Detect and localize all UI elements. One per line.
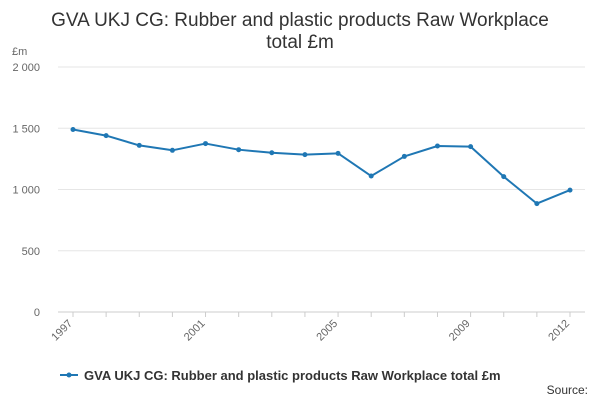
data-point[interactable] (269, 150, 275, 156)
series-group (70, 126, 573, 207)
legend-marker-swatch (66, 372, 72, 378)
y-tick-label: 1 500 (12, 123, 40, 135)
data-point[interactable] (401, 153, 407, 159)
chart-title-line-1: GVA UKJ CG: Rubber and plastic products … (51, 10, 549, 31)
x-tick-label: 2009 (447, 318, 473, 344)
y-tick-label: 1 000 (12, 185, 40, 197)
data-point[interactable] (136, 142, 142, 148)
y-axis-ticks: 0 500 1 000 1 500 2 000 (12, 62, 40, 319)
data-point[interactable] (335, 150, 341, 156)
x-tick-label: 2001 (182, 318, 208, 344)
x-tick-label: 1997 (49, 318, 75, 344)
data-point[interactable] (501, 174, 507, 180)
y-tick-label: 0 (34, 307, 40, 319)
data-point[interactable] (236, 147, 242, 153)
source-label: Source: (547, 383, 588, 397)
data-point[interactable] (368, 173, 374, 179)
legend-entry-label: GVA UKJ CG: Rubber and plastic products … (84, 368, 501, 383)
data-point[interactable] (567, 187, 573, 193)
chart-title-line-2: total £m (266, 32, 334, 53)
y-tick-label: 2 000 (12, 62, 40, 74)
data-point[interactable] (534, 201, 540, 207)
gridlines (58, 66, 585, 313)
x-tick-label: 2005 (314, 318, 340, 344)
data-point[interactable] (434, 143, 440, 149)
series-line-0 (72, 128, 571, 205)
x-tick-label: 2012 (546, 318, 572, 344)
legend[interactable]: GVA UKJ CG: Rubber and plastic products … (60, 368, 501, 383)
data-point[interactable] (70, 126, 76, 132)
data-point[interactable] (468, 144, 474, 150)
chart-title: GVA UKJ CG: Rubber and plastic products … (51, 10, 549, 53)
data-point[interactable] (302, 152, 308, 158)
data-point[interactable] (203, 141, 209, 147)
y-tick-label: 500 (22, 246, 40, 258)
data-point[interactable] (103, 133, 109, 139)
x-axis-ticks: 1997 2001 2005 2009 2012 (49, 312, 572, 343)
data-point[interactable] (169, 147, 175, 153)
y-axis-unit: £m (12, 46, 27, 58)
